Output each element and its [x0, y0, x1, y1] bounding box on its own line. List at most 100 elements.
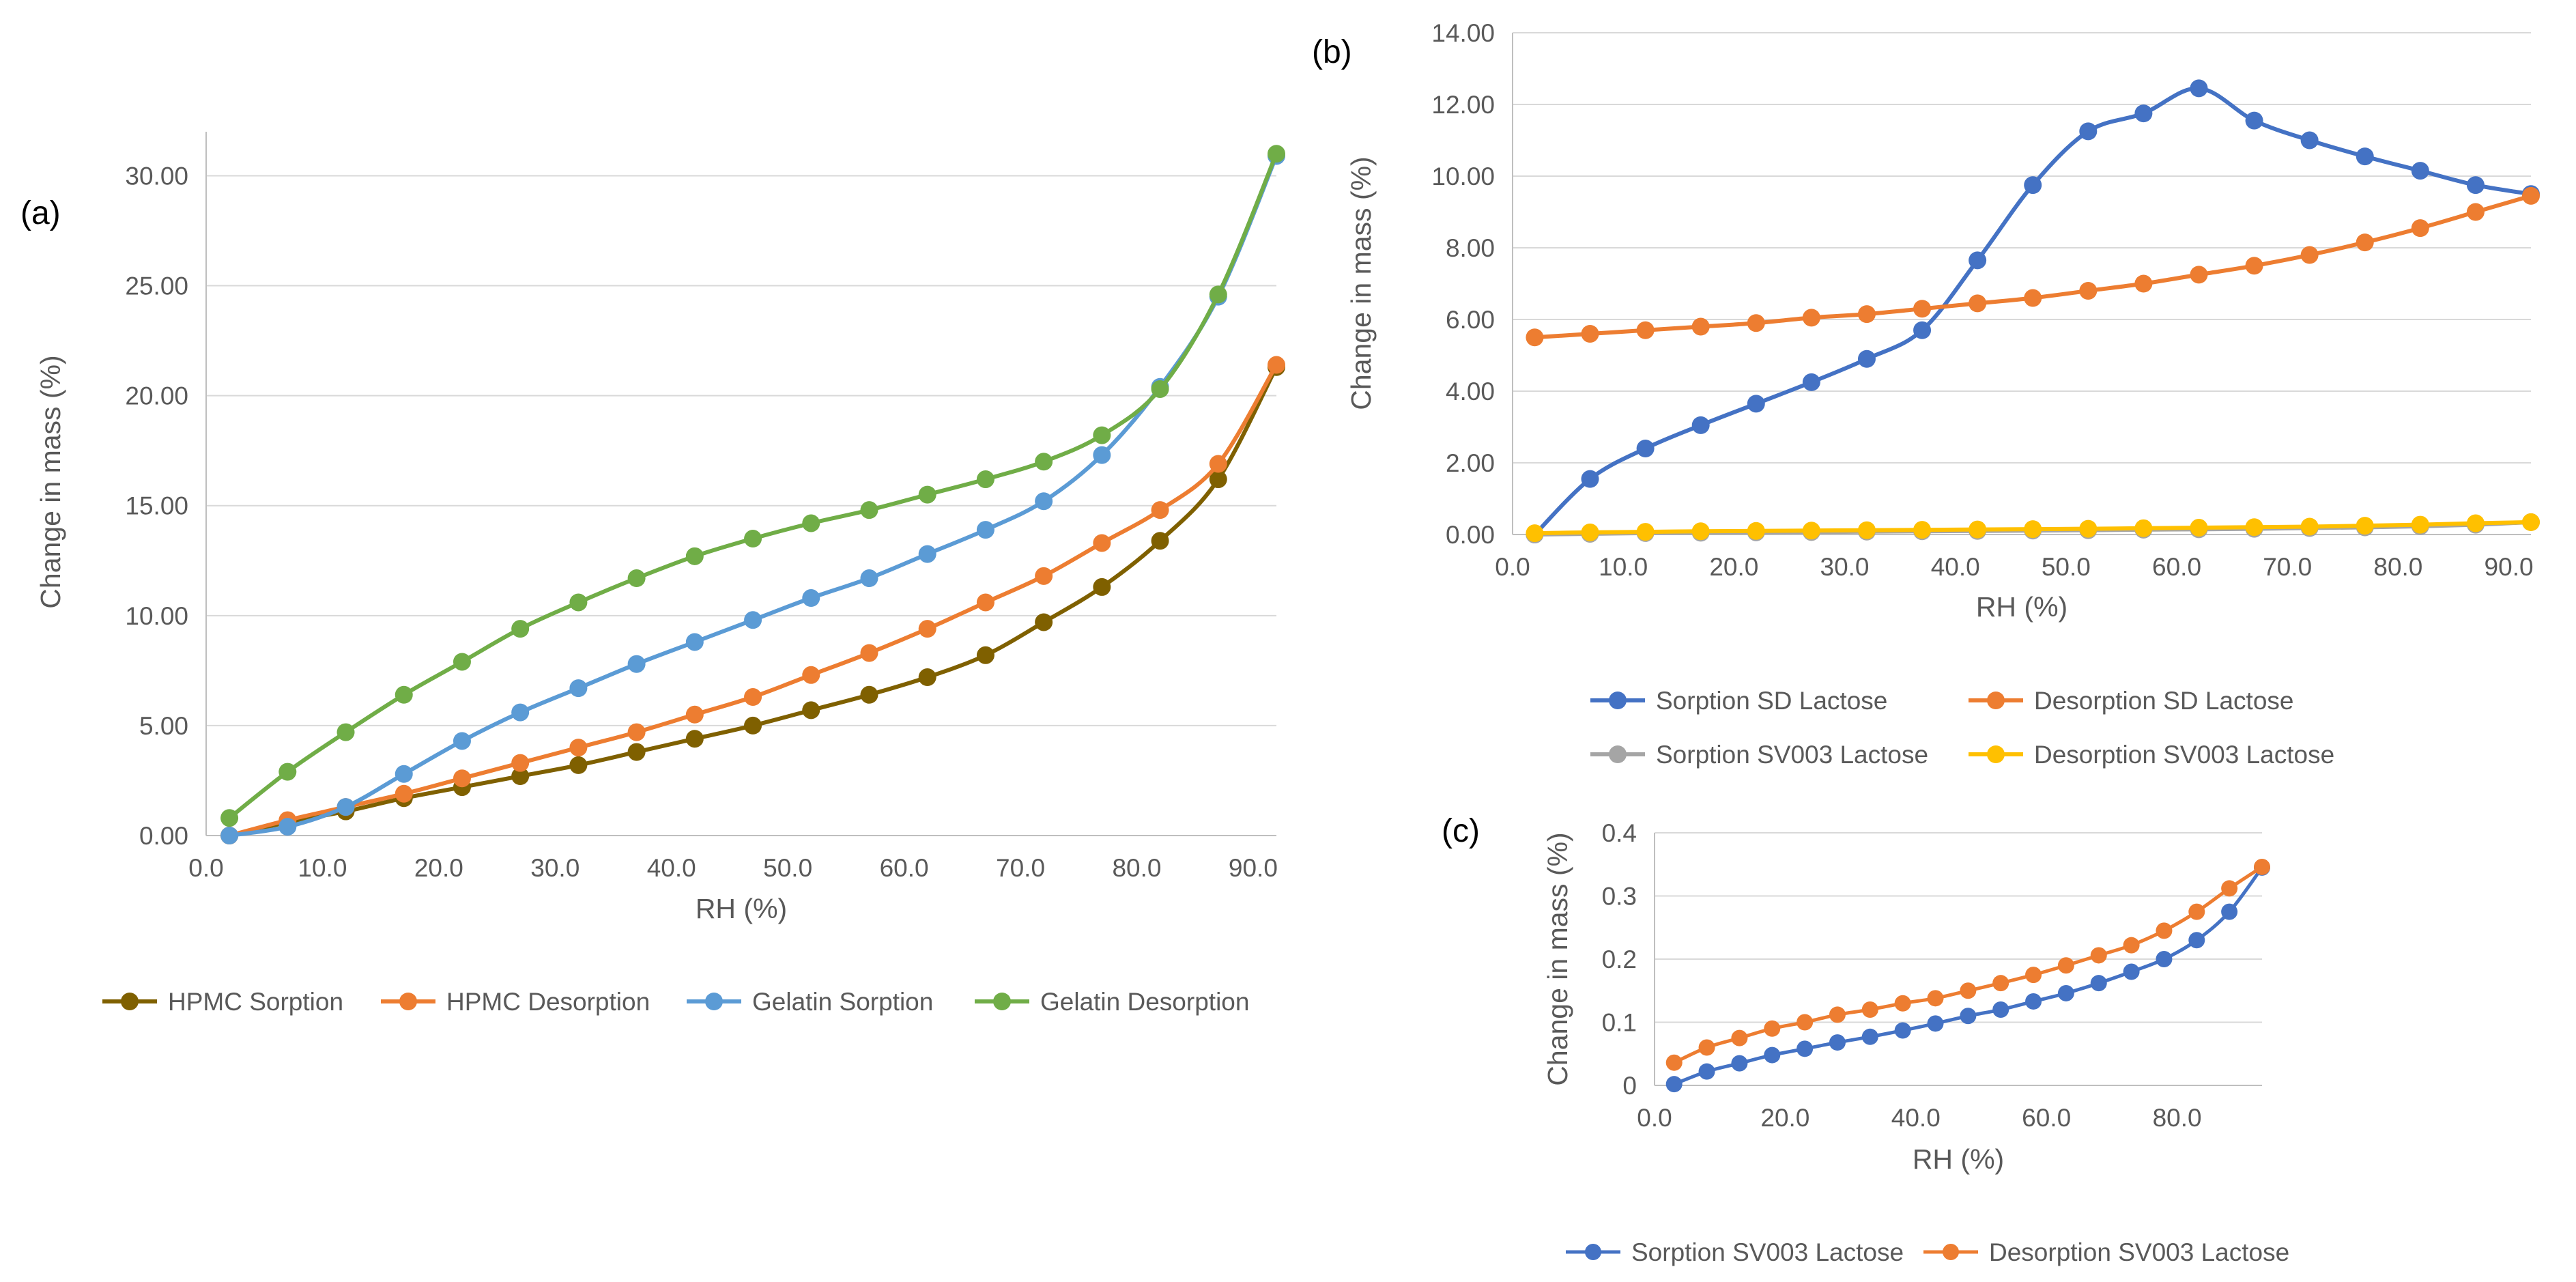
y-tick-label: 12.00: [1431, 91, 1495, 119]
data-point: [511, 754, 530, 772]
data-point: [2356, 147, 2374, 166]
data-point: [1894, 1022, 1911, 1039]
legend-item: Gelatin Desorption: [975, 988, 1249, 1016]
data-point: [2245, 518, 2263, 537]
data-point: [1691, 317, 1710, 336]
x-tick-label: 70.0: [996, 854, 1045, 882]
data-point: [976, 593, 994, 612]
legend-label: Gelatin Desorption: [1040, 988, 1249, 1016]
x-tick-label: 20.0: [414, 854, 463, 882]
data-point: [1802, 522, 1820, 540]
data-point: [569, 756, 588, 774]
data-point: [627, 655, 646, 673]
series-sorption-sv003-lactose: [1665, 859, 2270, 1093]
data-point: [2079, 122, 2098, 141]
data-point: [1747, 395, 1765, 413]
data-point: [1581, 470, 1599, 488]
legend-marker: [1609, 692, 1627, 709]
data-point: [1927, 990, 1944, 1007]
legend-label: Sorption SD Lactose: [1656, 687, 1887, 715]
data-point: [337, 723, 355, 741]
data-point: [1802, 309, 1820, 327]
legend-marker: [121, 993, 139, 1010]
series-desorption-sv003-lactose: [1665, 858, 2270, 1071]
data-point: [918, 485, 936, 504]
panel-label: (b): [1312, 34, 1352, 70]
legend-label: HPMC Desorption: [446, 988, 650, 1016]
data-point: [453, 653, 471, 671]
chart-1: (b) 0.00 2.00 4.00 6.00 8.00 10.00 12.00 14.00 0.…: [1312, 19, 2540, 769]
data-point: [220, 809, 239, 827]
data-point: [1093, 578, 1111, 596]
data-point: [1969, 294, 1987, 313]
data-point: [1992, 1001, 2009, 1018]
series-line: [1532, 86, 2533, 537]
data-point: [2134, 519, 2153, 537]
data-point: [2411, 515, 2429, 534]
data-point: [511, 620, 530, 638]
data-point: [1151, 501, 1169, 519]
data-point: [569, 739, 588, 757]
legend-label: Desorption SD Lactose: [2034, 687, 2293, 715]
data-point: [1797, 1014, 1814, 1031]
data-point: [860, 685, 878, 704]
data-point: [2123, 963, 2140, 980]
x-tick-label: 60.0: [880, 854, 929, 882]
x-tick-label: 90.0: [2485, 553, 2534, 581]
x-tick-label: 50.0: [763, 854, 812, 882]
x-tick-label: 30.0: [1820, 553, 1870, 581]
data-point: [2411, 162, 2429, 180]
data-point: [2024, 289, 2042, 307]
data-point: [802, 589, 820, 608]
legend-item: Sorption SD Lactose: [1590, 687, 1887, 715]
data-point: [976, 521, 994, 539]
data-point: [395, 784, 413, 803]
x-axis-title: RH (%): [1976, 591, 2067, 623]
data-point: [1665, 1054, 1683, 1071]
data-point: [337, 798, 355, 816]
data-point: [2300, 246, 2319, 264]
series-desorption-sd-lactose: [1526, 186, 2540, 347]
data-point: [1797, 1040, 1814, 1057]
data-point: [1093, 534, 1111, 552]
data-point: [1913, 521, 1932, 539]
x-tick-label: 20.0: [1760, 1104, 1809, 1132]
y-tick-label: 4.00: [1446, 378, 1495, 405]
data-point: [2522, 513, 2540, 531]
series-gelatin-sorption: [220, 147, 1285, 844]
legend-item: HPMC Sorption: [102, 988, 343, 1016]
data-point: [1209, 285, 1227, 304]
y-tick-label: 8.00: [1446, 234, 1495, 262]
data-point: [395, 765, 413, 783]
x-tick-label: 80.0: [1112, 854, 1161, 882]
y-tick-label: 10.00: [125, 602, 188, 630]
data-point: [685, 633, 704, 651]
legend-label: HPMC Sorption: [168, 988, 343, 1016]
data-point: [685, 730, 704, 748]
data-point: [2134, 274, 2153, 293]
data-point: [860, 501, 878, 519]
y-axis-title: Change in mass (%): [1345, 156, 1377, 410]
data-point: [1691, 416, 1710, 434]
data-point: [1731, 1055, 1748, 1072]
y-tick-label: 6.00: [1446, 306, 1495, 334]
data-point: [1581, 523, 1599, 541]
legend-label: Desorption SV003 Lactose: [1989, 1238, 2289, 1266]
data-point: [2079, 519, 2098, 538]
data-point: [1581, 325, 1599, 343]
x-tick-label: 40.0: [1931, 553, 1980, 581]
data-point: [511, 703, 530, 722]
data-point: [278, 818, 297, 836]
data-point: [1747, 314, 1765, 332]
data-point: [744, 530, 762, 548]
data-point: [918, 620, 936, 638]
y-tick-label: 30.00: [125, 162, 188, 190]
data-point: [1636, 440, 1655, 457]
data-point: [2466, 203, 2485, 221]
data-point: [976, 646, 994, 664]
legend-item: Desorption SV003 Lactose: [1923, 1238, 2289, 1266]
x-tick-label: 20.0: [1709, 553, 1758, 581]
x-tick-label: 80.0: [2373, 553, 2422, 581]
legend-marker: [399, 993, 417, 1010]
